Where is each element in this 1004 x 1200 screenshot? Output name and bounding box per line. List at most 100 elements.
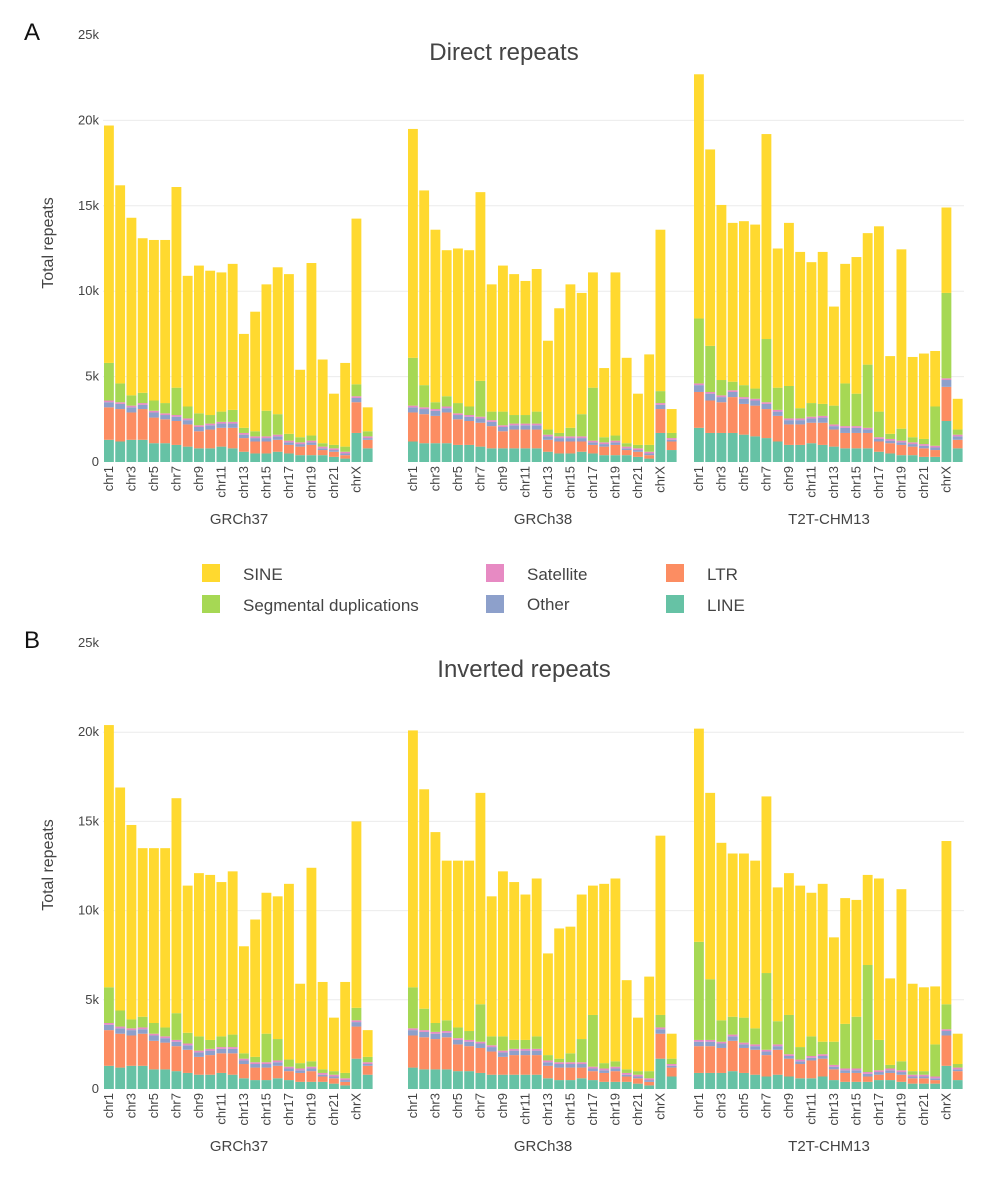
bar-grch38-chr5-segmental-duplications[interactable] — [453, 1027, 463, 1039]
bar-t2t-chm13-chr4-ltr[interactable] — [727, 1040, 738, 1072]
bar-grch37-chr16-other[interactable] — [272, 436, 283, 440]
bar-grch38-chr1-ltr[interactable] — [408, 412, 418, 442]
bar-grch38-chr18-ltr[interactable] — [599, 1072, 610, 1082]
bar-grch37-chr13-line[interactable] — [239, 1078, 249, 1089]
bar-grch38-chr9-ltr[interactable] — [498, 1056, 508, 1075]
bar-grch37-chr22-ltr[interactable] — [340, 455, 351, 459]
bar-grch38-chr13-ltr[interactable] — [543, 1065, 553, 1079]
bar-grch37-chr13-other[interactable] — [239, 434, 249, 439]
bar-t2t-chm13-chr18-ltr[interactable] — [885, 443, 896, 454]
bar-t2t-chm13-chr21-other[interactable] — [919, 1076, 929, 1079]
bar-grch38-chr10-segmental-duplications[interactable] — [509, 1039, 520, 1049]
bar-t2t-chm13-chr9-satellite[interactable] — [784, 418, 794, 421]
bar-t2t-chm13-chr9-sine[interactable] — [784, 222, 794, 386]
bar-t2t-chm13-chr14-ltr[interactable] — [840, 432, 851, 449]
bar-grch38-chr16-line[interactable] — [576, 1078, 587, 1089]
bar-t2t-chm13-chr22-ltr[interactable] — [930, 1080, 941, 1084]
bar-grch37-chr2-other[interactable] — [115, 1028, 126, 1034]
bar-t2t-chm13-chr19-satellite[interactable] — [896, 440, 907, 443]
bar-t2t-chm13-chr4-line[interactable] — [727, 432, 738, 462]
bar-t2t-chm13-chr12-ltr[interactable] — [817, 422, 828, 445]
bar-grch37-chrX-satellite[interactable] — [351, 1020, 362, 1023]
bar-t2t-chm13-chr14-segmental-duplications[interactable] — [840, 1023, 851, 1069]
bar-grch37-chr7-other[interactable] — [171, 416, 182, 422]
bar-grch38-chr15-ltr[interactable] — [565, 441, 576, 454]
bar-grch37-chr15-other[interactable] — [261, 1064, 272, 1068]
bar-t2t-chm13-chr22-other[interactable] — [930, 1078, 941, 1081]
bar-grch38-chr11-ltr[interactable] — [520, 1055, 531, 1075]
bar-grch37-chr13-ltr[interactable] — [239, 1064, 249, 1079]
bar-grch38-chr20-satellite[interactable] — [621, 1072, 632, 1075]
bar-grch38-chr10-ltr[interactable] — [509, 429, 520, 449]
bar-t2t-chm13-chr13-segmental-duplications[interactable] — [829, 405, 839, 425]
bar-grch37-chr15-segmental-duplications[interactable] — [261, 410, 272, 437]
bar-t2t-chm13-chr17-ltr[interactable] — [874, 441, 884, 452]
bar-grch37-chr19-sine[interactable] — [306, 867, 317, 1062]
bar-grch38-chr16-sine[interactable] — [576, 292, 587, 415]
bar-grch38-chr3-ltr[interactable] — [430, 1039, 441, 1070]
bar-grch38-chr9-segmental-duplications[interactable] — [498, 1036, 508, 1051]
bar-grch37-chr14-sine[interactable] — [250, 311, 261, 432]
bar-grch38-chr11-segmental-duplications[interactable] — [520, 415, 531, 424]
bar-grch38-chrY-line[interactable] — [666, 1076, 677, 1089]
bar-grch37-chr20-segmental-duplications[interactable] — [317, 1069, 328, 1073]
bar-grch37-chrY-satellite[interactable] — [362, 1062, 373, 1065]
bar-t2t-chm13-chr6-sine[interactable] — [750, 860, 761, 1029]
bar-grch37-chr5-ltr[interactable] — [149, 1040, 159, 1070]
bar-grch38-chr5-ltr[interactable] — [453, 1044, 463, 1072]
bar-t2t-chm13-chr7-line[interactable] — [761, 438, 772, 462]
bar-grch37-chr16-ltr[interactable] — [272, 1065, 283, 1079]
bar-grch37-chr19-ltr[interactable] — [306, 444, 317, 456]
bar-grch37-chr3-line[interactable] — [126, 1065, 137, 1089]
bar-t2t-chm13-chr12-sine[interactable] — [817, 883, 828, 1042]
bar-grch37-chr8-segmental-duplications[interactable] — [182, 406, 193, 419]
bar-t2t-chm13-chr6-segmental-duplications[interactable] — [750, 1028, 761, 1045]
bar-t2t-chm13-chr2-line[interactable] — [705, 1072, 716, 1089]
bar-t2t-chm13-chr14-segmental-duplications[interactable] — [840, 383, 851, 427]
bar-grch37-chrX-other[interactable] — [351, 397, 362, 403]
bar-grch37-chr21-other[interactable] — [329, 1076, 339, 1079]
bar-t2t-chm13-chr17-segmental-duplications[interactable] — [874, 411, 884, 438]
bar-grch37-chr21-segmental-duplications[interactable] — [329, 1071, 339, 1075]
bar-t2t-chm13-chrX-line[interactable] — [941, 1065, 952, 1089]
bar-t2t-chm13-chr10-other[interactable] — [795, 420, 806, 425]
bar-grch37-chr8-segmental-duplications[interactable] — [182, 1032, 193, 1044]
bar-t2t-chm13-chr10-sine[interactable] — [795, 885, 806, 1048]
bar-grch38-chrX-segmental-duplications[interactable] — [655, 1014, 666, 1028]
bar-grch38-chr18-sine[interactable] — [599, 883, 610, 1064]
bar-t2t-chm13-chr7-other[interactable] — [761, 1051, 772, 1056]
bar-grch37-chr8-line[interactable] — [182, 446, 193, 462]
bar-t2t-chm13-chr20-other[interactable] — [907, 1076, 918, 1079]
bar-grch37-chr17-line[interactable] — [284, 453, 294, 462]
bar-grch37-chr12-segmental-duplications[interactable] — [227, 409, 238, 422]
bar-grch38-chr7-line[interactable] — [475, 1072, 486, 1089]
bar-t2t-chm13-chr16-ltr[interactable] — [862, 432, 873, 449]
bar-grch37-chr13-satellite[interactable] — [239, 432, 249, 435]
bar-t2t-chm13-chr8-segmental-duplications[interactable] — [772, 1021, 783, 1045]
bar-grch37-chrX-line[interactable] — [351, 1058, 362, 1089]
bar-t2t-chm13-chr1-other[interactable] — [694, 1041, 704, 1047]
bar-grch37-chr18-ltr[interactable] — [295, 446, 306, 456]
bar-grch38-chr2-satellite[interactable] — [419, 1030, 430, 1032]
bar-t2t-chm13-chr13-ltr[interactable] — [829, 1069, 839, 1081]
bar-grch37-chr21-satellite[interactable] — [329, 448, 339, 451]
bar-grch37-chr15-ltr[interactable] — [261, 441, 272, 454]
bar-grch38-chr10-segmental-duplications[interactable] — [509, 415, 520, 424]
bar-t2t-chm13-chr14-sine[interactable] — [840, 898, 851, 1024]
bar-t2t-chm13-chr3-other[interactable] — [716, 1043, 727, 1048]
bar-grch37-chr8-sine[interactable] — [182, 885, 193, 1033]
bar-grch38-chr16-line[interactable] — [576, 451, 587, 462]
bar-grch37-chr17-satellite[interactable] — [284, 440, 294, 443]
bar-t2t-chm13-chr16-segmental-duplications[interactable] — [862, 965, 873, 1073]
bar-grch37-chr4-other[interactable] — [137, 1029, 148, 1034]
bar-grch38-chr5-sine[interactable] — [453, 248, 463, 404]
bar-grch37-chr3-other[interactable] — [126, 1030, 137, 1036]
bar-grch38-chr1-sine[interactable] — [408, 730, 418, 988]
bar-grch38-chr22-line[interactable] — [644, 458, 655, 462]
bar-grch37-chr17-ltr[interactable] — [284, 444, 294, 454]
bar-grch38-chr7-other[interactable] — [475, 418, 486, 423]
bar-grch37-chr21-sine[interactable] — [329, 1017, 339, 1072]
bar-t2t-chm13-chr7-line[interactable] — [761, 1076, 772, 1089]
bar-t2t-chm13-chr8-ltr[interactable] — [772, 415, 783, 442]
bar-grch38-chr17-satellite[interactable] — [588, 440, 598, 443]
